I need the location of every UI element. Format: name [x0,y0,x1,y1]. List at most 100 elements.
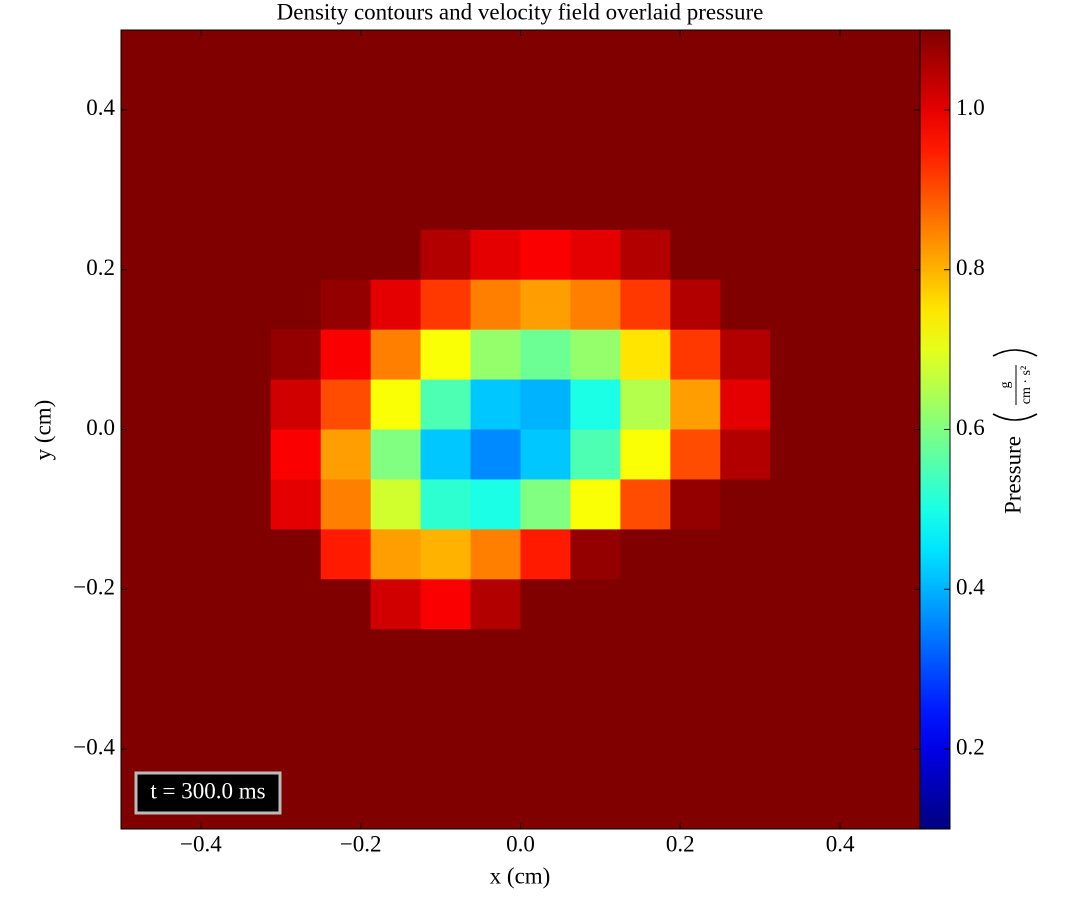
heat-cell [170,679,222,730]
heat-cell [820,129,871,181]
heat-cell [520,629,571,680]
heat-cell [121,679,172,730]
x-tick-label: 0.4 [826,831,855,856]
heat-cell [570,329,621,381]
heat-cell [170,629,222,680]
heat-cell [470,279,521,331]
heat-cell [170,30,222,81]
heat-cell [820,30,871,81]
heat-cell [720,479,771,530]
heat-cell [420,79,472,131]
heat-cell [370,79,422,131]
heat-cell [370,229,422,281]
heat-cell [370,279,422,331]
heat-cell [220,179,272,231]
heat-cell [720,79,771,131]
heat-cell [870,729,921,780]
heat-cell [670,529,721,580]
heat-cell [320,279,372,331]
heat-cell [770,479,821,530]
colorbar-tick-label: 0.2 [956,734,985,759]
heat-cell [170,479,222,530]
colorbar-label: Pressure [1000,436,1025,514]
heat-cell [420,579,472,630]
heat-cell [420,129,472,181]
heat-cell [520,79,571,131]
heat-cell [370,329,422,381]
heat-cell [670,779,721,830]
heat-cell [720,30,771,81]
heat-cell [420,379,472,430]
heat-cell [770,729,821,780]
heat-cell [620,579,671,630]
heat-cell [121,129,172,181]
heatmap [121,30,921,830]
heat-cell [770,79,821,131]
heat-cell [170,229,222,281]
heat-cell [570,279,621,331]
heat-cell [570,129,621,181]
heat-cell [220,479,272,530]
heat-cell [320,129,372,181]
heat-cell [420,429,472,480]
heat-cell [770,329,821,381]
heat-cell [420,329,472,381]
heat-cell [420,779,472,830]
heat-cell [220,679,272,730]
heat-cell [670,279,721,331]
heat-cell [770,679,821,730]
heat-cell [470,30,521,81]
heat-cell [670,579,721,630]
heat-cell [470,129,521,181]
unit-denominator: cm · s² [1019,366,1034,404]
heat-cell [370,529,422,580]
heat-cell [320,329,372,381]
heat-cell [370,179,422,231]
heat-cell [770,379,821,430]
heat-cell [470,179,521,231]
colorbar-tick-label: 0.4 [956,575,985,600]
heat-cell [570,779,621,830]
heat-cell [320,729,372,780]
heat-cell [170,129,222,181]
heat-cell [520,429,571,480]
heat-cell [820,629,871,680]
heat-cell [720,179,771,231]
heat-cell [870,379,921,430]
heat-cell [770,529,821,580]
heat-cell [770,779,821,830]
heat-cell [770,30,821,81]
heat-cell [870,779,921,830]
heat-cell [570,629,621,680]
heat-cell [870,179,921,231]
heat-cell [420,629,472,680]
heat-cell [620,229,671,281]
heat-cell [520,279,571,331]
y-tick-label: −0.4 [73,734,115,759]
heat-cell [121,79,172,131]
y-axis-label: y (cm) [30,400,55,461]
heat-cell [670,329,721,381]
heat-cell [370,629,422,680]
heat-cell [820,529,871,580]
heat-cell [370,479,422,530]
heat-cell [820,729,871,780]
y-tick-label: −0.2 [73,575,115,600]
heat-cell [270,179,322,231]
heat-cell [470,629,521,680]
heat-cell [220,429,272,480]
heat-cell [520,479,571,530]
heat-cell [370,729,422,780]
y-tick-label: 0.2 [86,255,115,280]
heat-cell [370,129,422,181]
heat-cell [720,779,771,830]
heat-cell [420,179,472,231]
heat-cell [220,279,272,331]
heat-cell [320,429,372,480]
heat-cell [320,679,372,730]
heat-cell [470,429,521,480]
heat-cell [870,429,921,480]
heat-cell [570,479,621,530]
heat-cell [270,229,322,281]
heat-cell [620,529,671,580]
